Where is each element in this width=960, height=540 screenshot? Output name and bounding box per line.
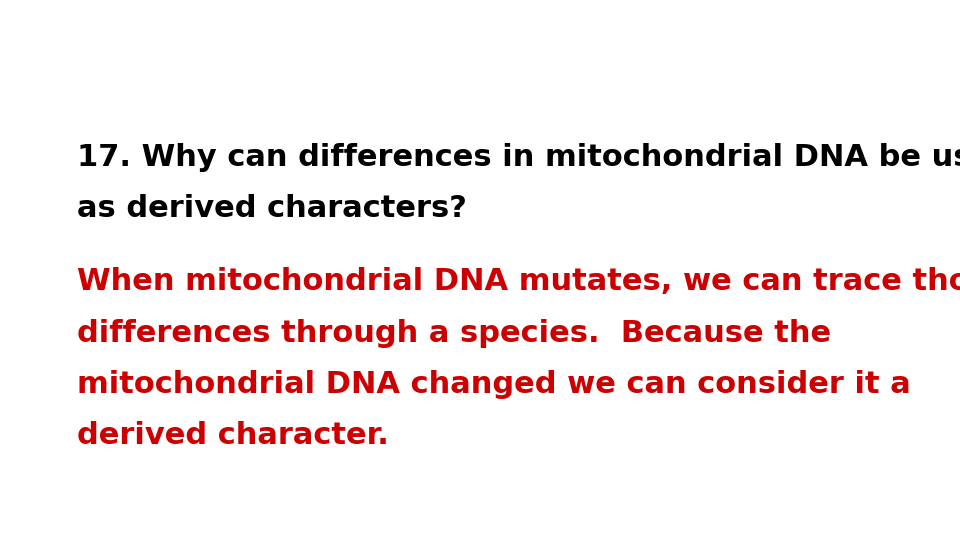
Text: differences through a species.  Because the: differences through a species. Because t… bbox=[77, 319, 831, 348]
Text: derived character.: derived character. bbox=[77, 421, 389, 450]
Text: 17. Why can differences in mitochondrial DNA be used: 17. Why can differences in mitochondrial… bbox=[77, 143, 960, 172]
Text: as derived characters?: as derived characters? bbox=[77, 194, 467, 224]
Text: mitochondrial DNA changed we can consider it a: mitochondrial DNA changed we can conside… bbox=[77, 370, 910, 399]
Text: When mitochondrial DNA mutates, we can trace those: When mitochondrial DNA mutates, we can t… bbox=[77, 267, 960, 296]
